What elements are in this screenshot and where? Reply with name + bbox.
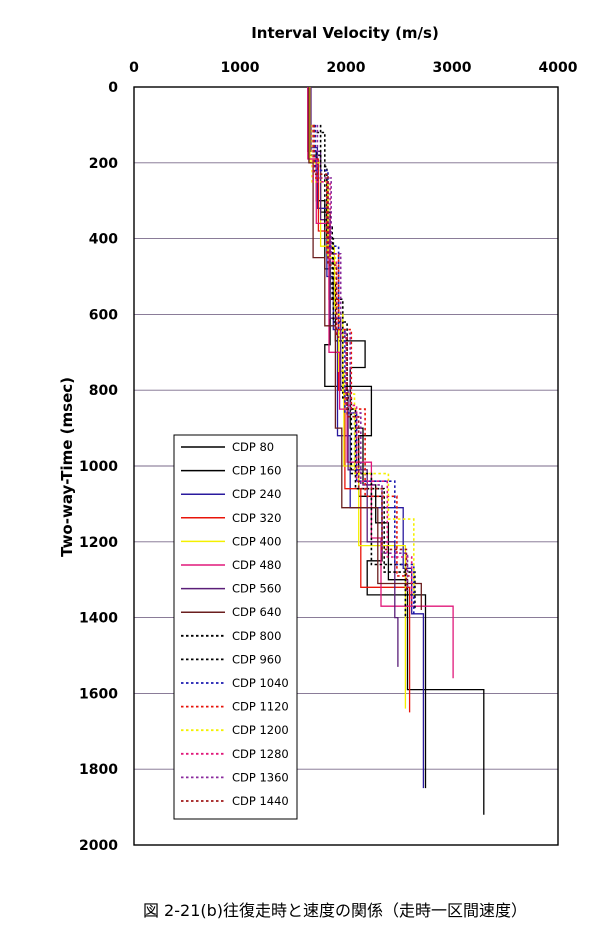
y-tick-labels: 0 200 400 600 800 1000 1200 1400 1600 1800 2000 xyxy=(79,80,118,854)
legend-label: CDP 1200 xyxy=(232,723,289,737)
y-tick-label: 0 xyxy=(108,80,118,96)
legend-label: CDP 1440 xyxy=(232,794,289,808)
series-line-cdp-480 xyxy=(307,87,454,679)
legend-label: CDP 1120 xyxy=(232,700,289,714)
figure-caption: 図 2-21(b)往復走時と速度の関係（走時一区間速度） xyxy=(143,901,527,920)
legend-label: CDP 560 xyxy=(232,582,281,596)
series-line-cdp-1360 xyxy=(316,124,409,592)
legend-label: CDP 960 xyxy=(232,652,281,666)
series-line-cdp-640 xyxy=(308,87,422,610)
series-line-cdp-800 xyxy=(313,124,407,618)
series-line-cdp-1200 xyxy=(311,124,415,595)
y-tick-label: 600 xyxy=(89,307,118,323)
legend-label: CDP 320 xyxy=(232,511,281,525)
x-tick-label: 4000 xyxy=(539,60,578,76)
series-line-cdp-1120 xyxy=(312,124,413,607)
y-tick-label: 2000 xyxy=(79,838,118,854)
legend-label: CDP 160 xyxy=(232,464,281,478)
y-tick-label: 1400 xyxy=(79,611,118,627)
series-line-cdp-240 xyxy=(309,87,425,789)
series-line-cdp-1280 xyxy=(312,124,413,603)
y-tick-label: 1000 xyxy=(79,459,118,475)
chart-title: Interval Velocity (m/s) xyxy=(251,24,439,42)
x-tick-label: 3000 xyxy=(433,60,472,76)
series-line-cdp-1440 xyxy=(313,124,408,592)
legend-label: CDP 1040 xyxy=(232,676,289,690)
series-group xyxy=(307,87,485,815)
legend-label: CDP 1280 xyxy=(232,747,289,761)
legend-label: CDP 80 xyxy=(232,440,274,454)
legend-label: CDP 640 xyxy=(232,605,281,619)
x-tick-label: 1000 xyxy=(221,60,260,76)
y-axis-label: Two-way-Time (msec) xyxy=(58,377,76,557)
series-line-cdp-560 xyxy=(310,87,399,667)
series-line-cdp-80 xyxy=(308,87,485,815)
plot-frame xyxy=(133,86,559,846)
legend-box xyxy=(173,434,298,820)
series-line-cdp-160 xyxy=(307,87,427,789)
x-tick-labels: 0 1000 2000 3000 4000 xyxy=(129,60,578,76)
y-tick-label: 1600 xyxy=(79,686,118,702)
y-tick-label: 800 xyxy=(89,383,118,399)
y-tick-label: 1800 xyxy=(79,762,118,778)
y-tick-label: 200 xyxy=(89,156,118,172)
legend-label: CDP 1360 xyxy=(232,770,289,784)
legend-label: CDP 480 xyxy=(232,558,281,572)
y-tick-label: 1200 xyxy=(79,535,118,551)
x-tick-label: 0 xyxy=(129,60,139,76)
x-tick-label: 2000 xyxy=(327,60,366,76)
legend-label: CDP 400 xyxy=(232,534,281,548)
legend-label: CDP 800 xyxy=(232,629,281,643)
y-tick-label: 400 xyxy=(89,232,118,248)
legend-label: CDP 240 xyxy=(232,487,281,501)
legend: CDP 80 CDP 160 CDP 240 CDP 320 CDP 400 CDP 48… xyxy=(173,434,298,820)
